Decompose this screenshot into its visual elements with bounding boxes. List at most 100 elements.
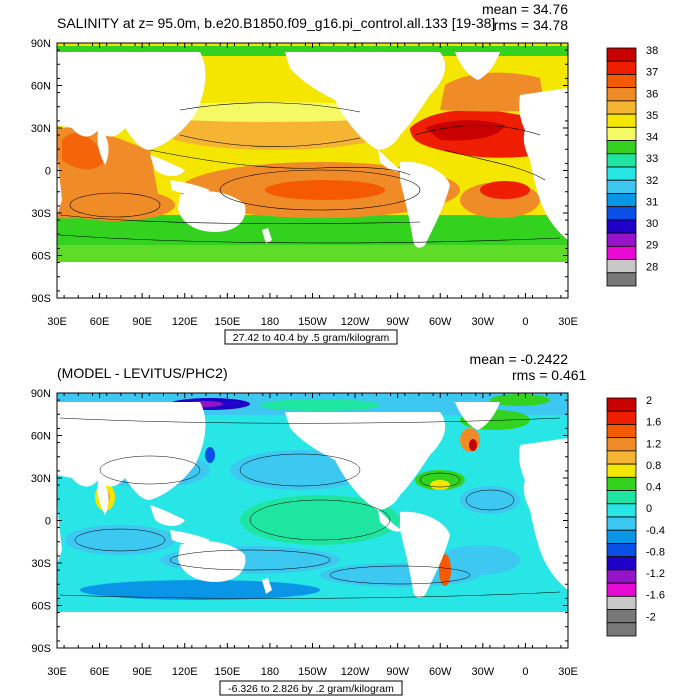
bottom-panel: (MODEL - LEVITUS/PHC2) mean = -0.2422 rm… xyxy=(31,351,665,696)
top-contour-info-box xyxy=(224,329,398,345)
lat-label: 0 xyxy=(45,166,51,178)
colorbar-label: -1.6 xyxy=(646,590,665,602)
bottom-colorbar: 2 1.6 1.2 0.8 0.4 0 -0.4 -0.8 -1.2 -1.6 -2 xyxy=(606,395,665,637)
lon-label: 30W xyxy=(472,316,495,328)
top-land xyxy=(57,52,568,298)
lat-label: 30N xyxy=(31,123,51,135)
colorbar-swatch xyxy=(606,569,637,584)
colorbar-label: 32 xyxy=(646,175,658,187)
colorbar-swatch xyxy=(606,437,637,452)
colorbar-label: 34 xyxy=(646,132,658,144)
lon-label: 30W xyxy=(472,666,495,678)
colorbar-label: 1.2 xyxy=(646,438,661,450)
colorbar-swatch xyxy=(606,503,637,518)
colorbar-swatch xyxy=(606,245,637,260)
colorbar-label: 1.6 xyxy=(646,417,661,429)
lon-label: 180 xyxy=(261,316,279,328)
colorbar-swatch xyxy=(606,463,637,478)
lon-label: 150W xyxy=(298,316,327,328)
bottom-ticks xyxy=(56,392,569,649)
lon-label: 0 xyxy=(522,316,528,328)
colorbar-label: 0 xyxy=(646,503,652,515)
colorbar-label: 28 xyxy=(646,261,658,273)
colorbar-label: 38 xyxy=(646,45,658,57)
colorbar-swatch xyxy=(606,272,637,287)
lat-label: 90S xyxy=(31,643,51,655)
top-contours xyxy=(59,102,561,244)
colorbar-swatch xyxy=(606,166,637,181)
lon-label: 150W xyxy=(298,666,327,678)
lon-label: 60W xyxy=(429,666,452,678)
lat-label: 30S xyxy=(31,558,51,570)
bottom-mean: mean = -0.2422 xyxy=(470,351,569,367)
top-mean: mean = 34.76 xyxy=(482,1,568,17)
lon-label: 90E xyxy=(132,666,152,678)
colorbar-swatch xyxy=(606,450,637,465)
lat-label: 60N xyxy=(31,431,51,443)
colorbar-swatch xyxy=(606,490,637,505)
colorbar-label: 33 xyxy=(646,153,658,165)
lon-label: 90W xyxy=(386,666,409,678)
lon-label: 30E xyxy=(47,666,67,678)
colorbar-label: 2 xyxy=(646,395,652,407)
lon-label: 60E xyxy=(90,316,110,328)
colorbar-label: -0.4 xyxy=(646,525,665,537)
bottom-lon-labels: 30E 60E 90E 120E 150E 180 150W 120W 90W 60W 30W 0 30… xyxy=(47,666,578,678)
lon-label: 60E xyxy=(90,666,110,678)
colorbar-swatch xyxy=(606,259,637,274)
colorbar-swatch xyxy=(606,153,637,168)
top-ticks xyxy=(56,42,569,299)
lon-label: 60W xyxy=(429,316,452,328)
lat-label: 90N xyxy=(31,38,51,50)
colorbar-swatch xyxy=(606,193,637,208)
colorbar-swatch xyxy=(606,424,637,439)
bottom-contour-info-box xyxy=(219,680,403,696)
colorbar-label: -0.8 xyxy=(646,546,665,558)
lon-label: 150E xyxy=(214,666,240,678)
lat-label: 30N xyxy=(31,473,51,485)
colorbar-swatch xyxy=(606,100,637,115)
colorbar-label: 30 xyxy=(646,218,658,230)
top-south-indian-high xyxy=(57,189,175,221)
colorbar-label: -1.2 xyxy=(646,568,665,580)
lat-label: 0 xyxy=(45,516,51,528)
bottom-rms: rms = 0.461 xyxy=(512,367,587,383)
top-contour-info: 27.42 to 40.4 by .5 gram/kilogram xyxy=(233,332,390,344)
colorbar-swatch xyxy=(606,582,637,597)
top-lon-labels: 30E 60E 90E 120E 150E 180 150W 120W 90W 60W 30W 0 30… xyxy=(47,316,578,328)
colorbar-swatch xyxy=(606,476,637,491)
top-south-pacific-core xyxy=(265,180,385,200)
colorbar-swatch xyxy=(606,126,637,141)
colorbar-swatch xyxy=(606,179,637,194)
colorbar-swatch xyxy=(606,140,637,155)
colorbar-swatch xyxy=(606,232,637,247)
colorbar-swatch xyxy=(606,60,637,75)
colorbar-swatch xyxy=(606,87,637,102)
colorbar-swatch xyxy=(606,622,637,637)
lon-label: 120W xyxy=(341,316,370,328)
lon-label: 120E xyxy=(172,666,198,678)
bottom-contour-info: -6.326 to 2.826 by .2 gram/kilogram xyxy=(228,683,394,695)
colorbar-swatch xyxy=(606,74,637,89)
lon-label: 90W xyxy=(386,316,409,328)
top-map xyxy=(57,43,568,298)
top-southern-ocean-edge xyxy=(57,245,568,263)
lat-label: 90S xyxy=(31,293,51,305)
lat-label: 60S xyxy=(31,251,51,263)
top-lat-labels: 90N 60N 30N 0 30S 60S 90S xyxy=(31,38,51,305)
bottom-lat-labels: 90N 60N 30N 0 30S 60S 90S xyxy=(31,388,51,655)
top-panel: SALINITY at z= 95.0m, b.e20.B1850.f09_g1… xyxy=(31,1,658,345)
colorbar-swatch xyxy=(606,556,637,571)
bottom-title: (MODEL - LEVITUS/PHC2) xyxy=(57,365,228,381)
colorbar-swatch xyxy=(606,47,637,62)
top-arabian-sea xyxy=(62,132,105,170)
lon-label: 30E xyxy=(47,316,67,328)
lon-label: 180 xyxy=(261,666,279,678)
top-rms: rms = 34.78 xyxy=(494,17,569,33)
colorbar-swatch xyxy=(606,206,637,221)
colorbar-swatch xyxy=(606,219,637,234)
lat-label: 60N xyxy=(31,81,51,93)
lon-label: 30E xyxy=(558,666,578,678)
colorbar-label: 37 xyxy=(646,67,658,79)
